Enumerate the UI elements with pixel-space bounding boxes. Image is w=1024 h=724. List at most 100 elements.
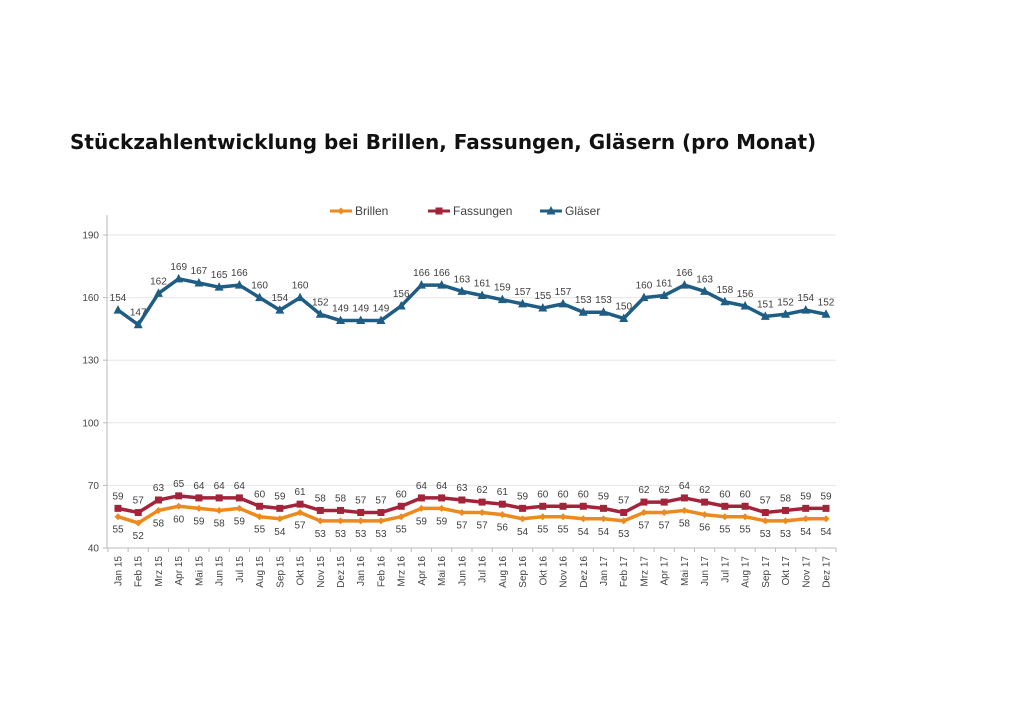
data-label-glaeser: 157 [555,287,572,298]
data-point-brillen [539,513,547,521]
data-point-fassungen [478,498,486,506]
data-label-brillen: 57 [659,521,671,532]
data-point-brillen [640,509,648,517]
data-label-glaeser: 157 [514,287,531,298]
data-label-glaeser: 154 [271,293,288,304]
data-point-brillen [195,504,203,512]
x-tick-label: Jun 16 [457,556,468,586]
data-label-brillen: 52 [133,531,145,542]
data-point-glaeser [396,300,406,310]
data-point-brillen [680,506,688,514]
x-tick-label: Jul 17 [720,556,731,583]
data-point-brillen [579,515,587,523]
data-point-glaeser [578,307,588,316]
data-point-fassungen [721,502,729,510]
data-point-brillen [276,515,284,523]
data-point-brillen [741,513,749,521]
x-tick-label: Feb 15 [134,556,145,588]
x-tick-label: Jun 17 [700,556,711,586]
data-label-glaeser: 153 [575,295,592,306]
data-label-fassungen: 58 [315,493,327,504]
data-label-fassungen: 59 [598,491,610,502]
data-label-brillen: 53 [780,529,792,540]
data-label-glaeser: 150 [615,301,632,312]
data-label-fassungen: 57 [375,496,387,507]
data-label-glaeser: 149 [332,304,349,315]
data-label-fassungen: 59 [800,491,812,502]
data-point-fassungen [822,504,830,512]
data-label-glaeser: 162 [150,276,167,287]
data-point-glaeser [437,280,447,289]
data-label-glaeser: 160 [251,281,268,292]
data-label-brillen: 59 [436,516,448,527]
data-point-glaeser [518,298,528,308]
data-label-fassungen: 63 [456,483,468,494]
x-tick-label: Feb 16 [376,556,387,588]
data-point-fassungen [761,509,769,517]
data-point-brillen [296,509,304,517]
data-label-brillen: 54 [578,527,590,538]
data-point-glaeser [376,315,386,325]
data-point-brillen [822,515,830,523]
x-tick-label: Jul 16 [478,556,489,583]
data-label-brillen: 54 [820,527,832,538]
data-label-glaeser: 158 [717,285,734,296]
data-point-brillen [337,517,345,525]
data-label-brillen: 54 [800,527,812,538]
legend-label-brillen: Brillen [355,204,388,218]
data-point-fassungen [357,509,365,517]
data-point-fassungen [782,506,790,514]
data-point-fassungen [276,504,284,512]
data-label-glaeser: 154 [797,293,814,304]
data-label-fassungen: 61 [294,487,306,498]
data-label-fassungen: 62 [659,485,671,496]
data-point-brillen [660,509,668,517]
data-label-fassungen: 59 [820,491,832,502]
data-point-fassungen [154,496,162,504]
y-tick-label: 160 [82,293,99,304]
legend-marker-brillen [337,207,345,215]
data-label-brillen: 59 [416,516,428,527]
data-point-glaeser [214,282,224,291]
data-point-brillen [114,513,122,521]
data-point-fassungen [620,509,628,517]
data-point-brillen [316,517,324,525]
data-point-fassungen [175,492,183,500]
data-point-fassungen [235,494,243,502]
data-point-fassungen [458,496,466,504]
data-point-glaeser [295,292,305,302]
legend-marker-glaeser [546,206,556,215]
data-point-brillen [761,517,769,525]
data-point-fassungen [377,509,385,517]
data-point-fassungen [256,502,264,510]
data-label-brillen: 56 [497,523,509,534]
data-point-brillen [782,517,790,525]
data-label-fassungen: 57 [133,496,145,507]
chart-title: Stückzahlentwicklung bei Brillen, Fassun… [70,130,817,154]
data-point-glaeser [538,303,548,312]
data-label-glaeser: 156 [737,289,754,300]
data-point-fassungen [599,504,607,512]
data-label-fassungen: 64 [234,481,246,492]
data-label-glaeser: 152 [312,297,329,308]
data-point-glaeser [275,305,285,314]
data-label-brillen: 57 [638,521,650,532]
data-point-brillen [134,519,142,527]
data-point-glaeser [477,290,487,300]
data-point-glaeser [598,307,608,316]
data-label-glaeser: 154 [110,293,127,304]
x-tick-label: Dez 15 [336,556,347,588]
data-point-brillen [721,513,729,521]
x-tick-label: Apr 16 [417,556,428,586]
x-tick-label: Mai 16 [437,556,448,586]
x-tick-label: Nov 15 [316,556,327,588]
data-label-brillen: 59 [193,516,205,527]
data-point-glaeser [356,315,366,325]
x-tick-label: Okt 17 [781,556,792,586]
data-point-fassungen [397,502,405,510]
data-point-fassungen [559,502,567,510]
data-label-fassungen: 60 [578,489,590,500]
data-point-brillen [519,515,527,523]
data-label-brillen: 57 [456,521,468,532]
